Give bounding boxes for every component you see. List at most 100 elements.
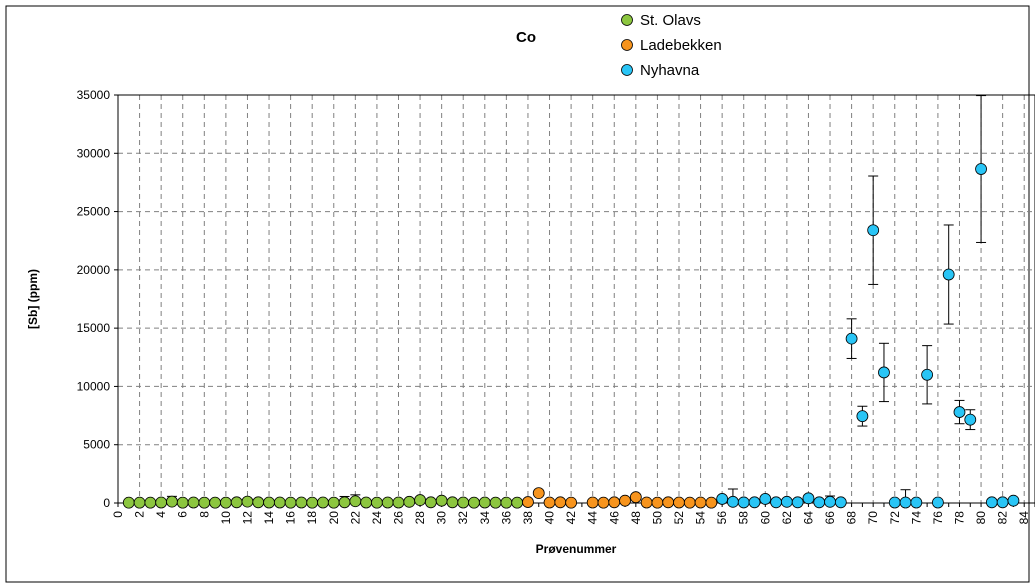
x-tick-label: 60 — [758, 511, 772, 525]
data-point — [133, 496, 146, 509]
data-point — [964, 413, 977, 426]
data-point — [424, 496, 437, 509]
y-tick-label: 0 — [103, 496, 110, 510]
legend-marker — [621, 64, 633, 76]
data-point — [985, 496, 998, 509]
data-point — [284, 496, 297, 509]
data-point — [673, 496, 685, 509]
y-tick-label: 10000 — [77, 379, 111, 393]
data-point — [489, 496, 502, 509]
x-tick-label: 38 — [521, 511, 535, 525]
data-point — [468, 496, 480, 509]
x-tick-label: 62 — [780, 511, 794, 525]
x-axis-ticks: 0 2 4 6 8 10 12 14 16 18 20 22 24 26 28 30 32 34 36 38 40 42 4… — [111, 503, 1035, 524]
x-tick-label: 82 — [996, 511, 1010, 525]
data-point — [500, 496, 513, 509]
data-point — [219, 496, 232, 509]
x-tick-label: 10 — [219, 511, 233, 525]
data-point — [209, 496, 221, 509]
x-tick-label: 28 — [413, 511, 427, 525]
data-point — [791, 496, 804, 509]
x-axis-title: Prøvenummer — [536, 542, 617, 556]
data-point — [317, 496, 329, 509]
x-tick-label: 20 — [327, 511, 341, 525]
x-tick-label: 46 — [607, 511, 621, 525]
data-point — [770, 496, 782, 509]
data-point — [608, 496, 621, 509]
data-point — [392, 496, 405, 509]
x-tick-label: 22 — [348, 511, 362, 525]
data-point — [932, 496, 944, 509]
y-tick-label: 20000 — [77, 263, 111, 277]
x-tick-label: 56 — [715, 511, 729, 525]
data-point — [845, 332, 858, 345]
x-tick-label: 80 — [974, 511, 988, 525]
x-tick-label: 30 — [435, 511, 449, 525]
data-point — [834, 496, 847, 509]
x-tick-label: 0 — [111, 511, 125, 518]
data-point — [619, 494, 631, 507]
data-point — [759, 493, 772, 505]
data-point — [942, 268, 955, 281]
data-point — [349, 495, 362, 508]
data-point — [414, 494, 426, 506]
x-tick-label: 78 — [952, 511, 966, 525]
x-tick-label: 50 — [650, 511, 664, 525]
data-point — [727, 495, 739, 508]
series — [122, 95, 1020, 509]
data-point — [856, 410, 869, 423]
chart-title: Co — [516, 29, 536, 46]
data-point — [1007, 494, 1020, 507]
legend-label: St. Olavs — [640, 12, 701, 29]
data-point — [878, 366, 890, 379]
data-point — [824, 495, 836, 508]
data-point — [662, 496, 675, 509]
x-tick-label: 58 — [737, 511, 751, 525]
data-point — [273, 496, 286, 509]
series-nyhavna — [716, 95, 1020, 509]
x-tick-label: 4 — [154, 511, 168, 518]
data-point — [381, 496, 394, 509]
data-point — [522, 496, 534, 508]
x-tick-label: 42 — [564, 511, 578, 525]
x-tick-label: 2 — [133, 511, 147, 518]
data-point — [446, 496, 459, 509]
data-point — [122, 496, 135, 509]
x-tick-label: 76 — [931, 511, 945, 525]
x-tick-label: 18 — [305, 511, 319, 525]
data-point — [921, 368, 934, 381]
data-point — [435, 494, 448, 507]
data-point — [716, 493, 729, 505]
x-tick-label: 48 — [629, 511, 643, 525]
x-tick-label: 52 — [672, 511, 686, 525]
x-tick-label: 66 — [823, 511, 837, 525]
x-tick-label: 24 — [370, 511, 384, 525]
x-tick-label: 12 — [240, 511, 254, 525]
data-point — [144, 496, 157, 509]
data-point — [705, 496, 718, 509]
data-point — [306, 496, 319, 509]
x-tick-label: 14 — [262, 511, 276, 525]
x-tick-label: 6 — [176, 511, 190, 518]
data-point — [780, 495, 793, 508]
y-axis-ticks: 0 5000 10000 15000 20000 25000 30000 35000 — [77, 88, 118, 510]
data-point — [241, 495, 254, 508]
data-point — [683, 496, 696, 509]
data-point — [338, 496, 351, 509]
data-point — [996, 496, 1009, 509]
x-tick-label: 40 — [543, 511, 557, 525]
data-point — [543, 496, 556, 509]
chart-border — [5, 5, 1030, 583]
data-point — [899, 496, 912, 509]
data-point — [888, 496, 901, 509]
data-point — [166, 495, 178, 508]
x-tick-label: 84 — [1017, 511, 1031, 525]
data-point — [975, 163, 987, 175]
legend-label: Nyhavna — [640, 62, 700, 79]
x-tick-label: 72 — [888, 511, 902, 525]
data-point — [737, 496, 750, 509]
data-point — [457, 496, 470, 509]
data-point — [478, 496, 491, 509]
x-tick-label: 64 — [801, 511, 815, 525]
data-point — [565, 496, 578, 509]
